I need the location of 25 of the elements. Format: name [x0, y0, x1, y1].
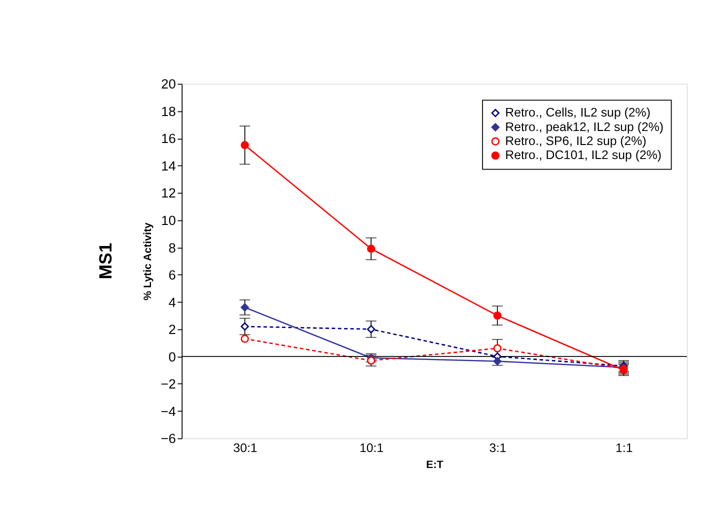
x-axis-title: E:T: [426, 458, 444, 471]
x-tick-label: 1:1: [616, 441, 633, 456]
legend-label: Retro., SP6, IL2 sup (2%): [505, 134, 646, 148]
x-tick-label: 10:1: [359, 441, 384, 456]
y-axis-title: % Lytic Activity: [142, 222, 154, 300]
y-tick-label: 10: [161, 213, 176, 228]
y-tick-label: 20: [161, 76, 176, 92]
y-tick-label: 4: [168, 294, 176, 310]
legend-label: Retro., DC101, IL2 sup (2%): [505, 148, 662, 162]
y-tick-label: −4: [160, 404, 176, 419]
y-tick-label: 8: [168, 240, 176, 256]
y-tick-label: 14: [161, 158, 176, 174]
y-tick-label: 6: [168, 268, 176, 283]
y-tick-label: −2: [160, 376, 176, 392]
x-tick-label: 30:1: [233, 441, 258, 456]
y-tick-label: 0: [168, 349, 176, 364]
y-tick-label: 16: [161, 131, 176, 146]
legend-label: Retro., peak12, IL2 sup (2%): [505, 120, 664, 134]
y-tick-label: −6: [160, 431, 176, 446]
text: MS1: [96, 242, 116, 280]
x-tick-label: 3:1: [489, 441, 507, 456]
y-tick-label: 12: [161, 186, 176, 201]
legend-label: Retro., Cells, IL2 sup (2%): [505, 106, 650, 120]
y-tick-label: 2: [168, 322, 176, 338]
y-tick-label: 18: [161, 104, 176, 119]
